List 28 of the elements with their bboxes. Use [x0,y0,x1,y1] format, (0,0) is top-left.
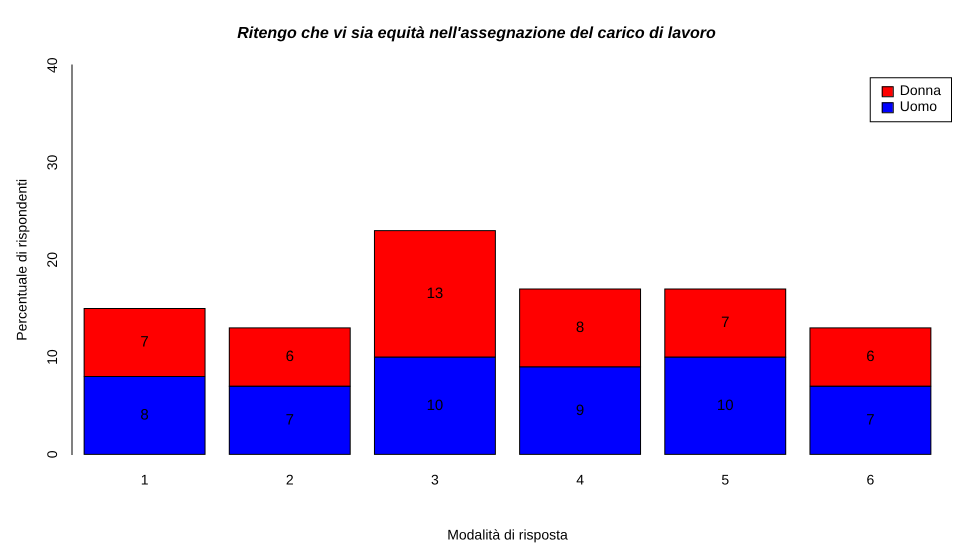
y-axis-title: Percentuale di rispondenti [13,178,30,341]
data-label: 7 [286,411,294,428]
x-tick-label: 5 [721,472,730,488]
data-label: 7 [866,411,875,428]
data-label: 8 [140,406,149,424]
data-label: 10 [716,396,734,414]
data-label: 8 [576,319,584,336]
y-tick-label: 10 [44,349,60,365]
y-tick-label: 0 [44,450,60,458]
x-tick-label: 4 [576,472,584,488]
data-label: 6 [286,348,294,366]
chart-title: Ritengo che vi sia equità nell'assegnazione del carico di lavoro [237,25,716,42]
data-label: 10 [426,396,444,414]
data-label: 7 [140,334,149,351]
legend-label: Uomo [900,98,938,114]
y-tick-label: 40 [44,57,60,73]
x-tick-label: 6 [866,472,875,488]
x-axis-title: Modalità di risposta [447,526,568,542]
data-label: 13 [426,284,444,302]
data-label: 7 [721,314,730,332]
x-tick-label: 2 [286,472,294,488]
y-tick-label: 20 [44,252,60,268]
y-tick-label: 30 [44,154,60,170]
data-label: 6 [866,348,875,366]
x-tick-label: 1 [140,472,149,488]
x-tick-label: 3 [431,472,440,488]
data-label: 9 [576,402,584,419]
legend-label: Donna [900,82,942,98]
